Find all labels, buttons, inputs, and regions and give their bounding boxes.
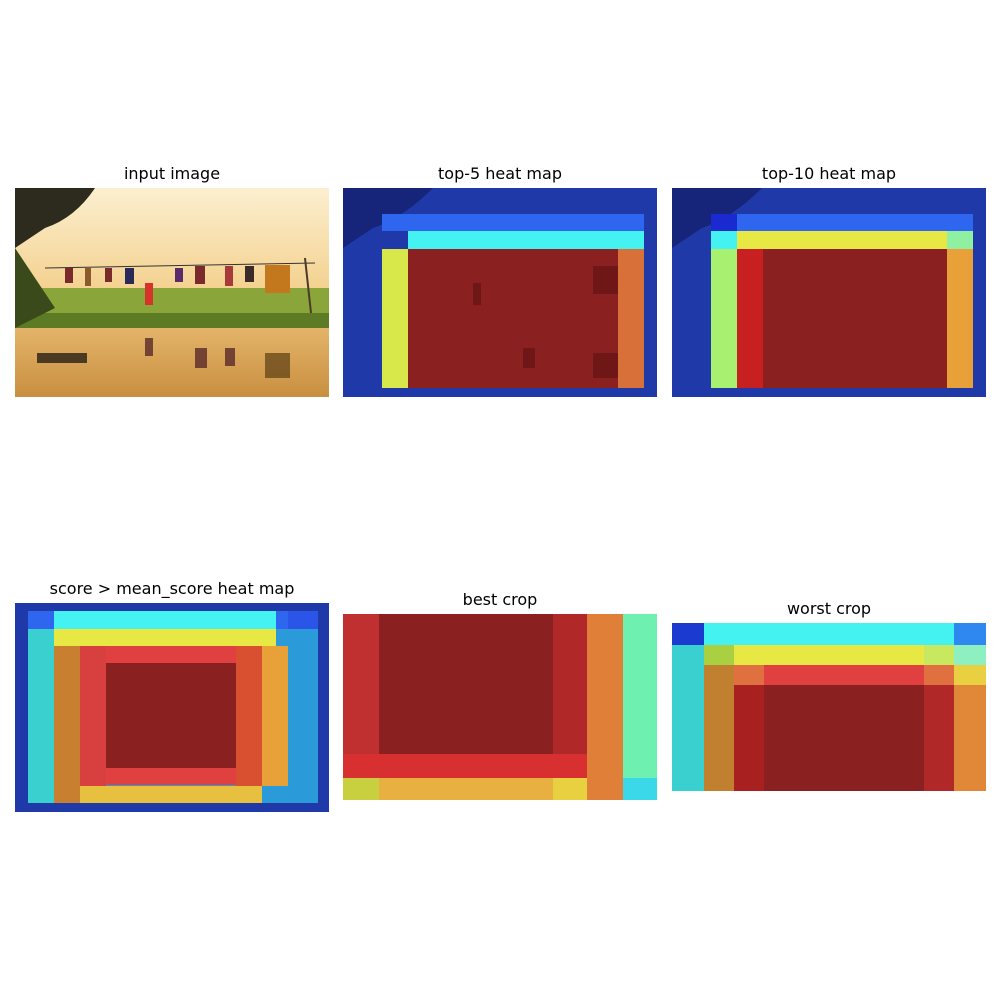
mean-score-heatmap-panel <box>15 603 329 812</box>
title-worst-crop: worst crop <box>786 599 872 618</box>
worst-crop-heatmap <box>672 623 986 791</box>
top10-heatmap <box>672 188 986 397</box>
worst-crop-panel <box>672 623 986 791</box>
title-mean-score-heatmap: score > mean_score heat map <box>49 579 295 598</box>
title-top5-heatmap: top-5 heat map <box>438 164 562 183</box>
top5-heatmap <box>343 188 657 397</box>
top10-heatmap-panel <box>672 188 986 397</box>
title-best-crop: best crop <box>462 590 538 609</box>
top5-heatmap-panel <box>343 188 657 397</box>
input-photo <box>15 188 329 397</box>
title-top10-heatmap: top-10 heat map <box>761 164 897 183</box>
title-input-image: input image <box>123 164 221 183</box>
best-crop-panel <box>343 614 657 800</box>
input-image-panel <box>15 188 329 397</box>
best-crop-heatmap <box>343 614 657 800</box>
mean-score-heatmap <box>15 603 329 812</box>
